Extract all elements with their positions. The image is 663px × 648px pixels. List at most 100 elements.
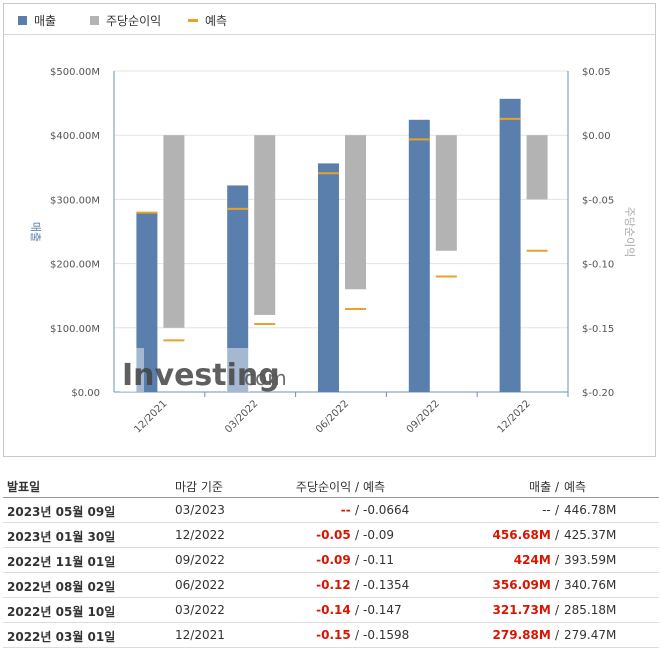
- eps-forecast: -0.11: [363, 553, 395, 567]
- revenue-slash: /: [554, 578, 559, 592]
- revenue-slash: /: [554, 628, 559, 642]
- eps-slash: /: [354, 528, 359, 542]
- x-tick-label: 12/2021: [132, 398, 169, 435]
- revenue-value: 279.88M: [492, 628, 551, 642]
- eps-slash: /: [354, 553, 359, 567]
- watermark-suffix: com: [244, 366, 287, 390]
- revenue-value: 424M: [513, 553, 551, 567]
- eps-value: --: [340, 503, 351, 517]
- legend-swatch-eps: [90, 16, 99, 25]
- eps-bar: [435, 135, 457, 251]
- left-tick-label: $300.00M: [50, 195, 100, 206]
- revenue-slash: /: [554, 503, 559, 517]
- left-tick-label: $200.00M: [50, 260, 100, 271]
- eps-slash: /: [354, 603, 359, 617]
- release-date: 2022년 03월 01일: [7, 630, 116, 644]
- x-tick-label: 03/2022: [223, 398, 260, 435]
- revenue-bar: [136, 212, 158, 392]
- eps-forecast: -0.0664: [363, 503, 410, 517]
- revenue-value-cell: -- /: [542, 503, 559, 517]
- eps-forecast: -0.147: [363, 603, 402, 617]
- legend-swatch-revenue: [18, 16, 27, 25]
- left-tick-label: $0.00: [71, 388, 100, 399]
- x-tick-label: 06/2022: [314, 398, 351, 435]
- right-tick-label: $-0.15: [582, 324, 614, 335]
- revenue-forecast: 340.76M: [564, 578, 617, 592]
- right-tick-label: $0.05: [582, 67, 611, 78]
- legend-label-revenue: 매출: [34, 14, 57, 28]
- header-release-date[interactable]: 발표일: [7, 480, 41, 494]
- chart-legend: 매출 주당순이익 예측: [4, 4, 655, 35]
- revenue-value-cell: 456.68M /: [493, 528, 559, 542]
- watermark-backdrop: [120, 348, 144, 392]
- legend-item-forecast[interactable]: 예측: [188, 12, 227, 29]
- period-end: 09/2022: [175, 553, 225, 567]
- revenue-value-cell: 424M /: [514, 553, 559, 567]
- table-row: 2022년 03월 01일 12/2021 -0.15 / -0.1598 279.88…: [3, 623, 659, 648]
- header-eps[interactable]: 주당순이익 /: [296, 478, 359, 495]
- eps-value-cell: -0.12 /: [316, 578, 359, 592]
- release-date: 2023년 05월 09일: [7, 505, 116, 519]
- earnings-chart-panel: 매출 주당순이익 예측 $0.00 $100.00M $200.00M $300.00…: [3, 3, 656, 457]
- eps-value: -0.14: [316, 603, 351, 617]
- legend-label-forecast: 예측: [205, 14, 228, 28]
- eps-value-cell: -0.15 /: [316, 628, 359, 642]
- eps-value: -0.15: [316, 628, 351, 642]
- release-date: 2022년 08월 02일: [7, 580, 116, 594]
- eps-forecast: -0.1598: [363, 628, 410, 642]
- eps-slash: /: [354, 628, 359, 642]
- header-revenue-forecast[interactable]: 예측: [564, 480, 587, 494]
- eps-slash: /: [354, 503, 359, 517]
- chart-plot: $0.00 $100.00M $200.00M $300.00M $400.00M $50…: [29, 67, 636, 435]
- release-date: 2022년 05월 10일: [7, 605, 116, 619]
- eps-forecast: -0.1354: [363, 578, 410, 592]
- header-revenue[interactable]: 매출 /: [529, 478, 559, 495]
- legend-item-revenue[interactable]: 매출: [18, 12, 56, 29]
- table-row: 2022년 08월 02일 06/2022 -0.12 / -0.1354 356.09…: [3, 573, 659, 598]
- revenue-bar: [318, 163, 339, 392]
- revenue-value-cell: 356.09M /: [493, 578, 559, 592]
- eps-value: -0.12: [316, 578, 351, 592]
- header-revenue-label: 매출: [529, 480, 552, 494]
- right-tick-label: $0.00: [582, 131, 611, 142]
- release-date: 2022년 11월 01일: [7, 555, 116, 569]
- release-date: 2023년 01월 30일: [7, 530, 116, 544]
- revenue-value-cell: 321.73M /: [493, 603, 559, 617]
- eps-value-cell: -0.05 /: [316, 528, 359, 542]
- period-end: 03/2022: [175, 603, 225, 617]
- revenue-slash: /: [554, 528, 559, 542]
- eps-slash: /: [354, 578, 359, 592]
- revenue-value: 456.68M: [492, 528, 551, 542]
- legend-item-eps[interactable]: 주당순이익: [90, 12, 161, 29]
- table-row: 2023년 01월 30일 12/2022 -0.05 / -0.09 456.68M …: [3, 523, 659, 548]
- table-row: 2022년 05월 10일 03/2022 -0.14 / -0.147 321.73M…: [3, 598, 659, 623]
- legend-swatch-forecast: [188, 19, 198, 22]
- revenue-forecast: 285.18M: [564, 603, 617, 617]
- watermark-backdrop: [226, 348, 250, 392]
- eps-bar: [345, 135, 366, 290]
- right-tick-label: $-0.05: [582, 195, 614, 206]
- period-end: 12/2022: [175, 528, 225, 542]
- revenue-forecast: 393.59M: [564, 553, 617, 567]
- eps-value-cell: -- /: [341, 503, 359, 517]
- left-tick-label: $100.00M: [50, 324, 100, 335]
- eps-bar: [163, 135, 185, 328]
- header-eps-label: 주당순이익: [295, 480, 352, 494]
- header-revenue-slash: /: [554, 480, 559, 494]
- eps-value: -0.05: [316, 528, 351, 542]
- earnings-table: 발표일 마감 기준 주당순이익 / 예측 매출 / 예측 2023년 05월 0…: [3, 473, 659, 648]
- header-period[interactable]: 마감 기준: [175, 480, 223, 494]
- revenue-forecast: 446.78M: [564, 503, 617, 517]
- left-tick-label: $400.00M: [50, 131, 100, 142]
- eps-value-cell: -0.14 /: [316, 603, 359, 617]
- revenue-value: --: [542, 503, 551, 517]
- header-eps-forecast[interactable]: 예측: [363, 480, 386, 494]
- revenue-forecast: 279.47M: [564, 628, 617, 642]
- period-end: 06/2022: [175, 578, 225, 592]
- x-tick-label: 09/2022: [405, 398, 442, 435]
- table-row: 2022년 11월 01일 09/2022 -0.09 / -0.11 424M / 39…: [3, 548, 659, 573]
- table-header-row: 발표일 마감 기준 주당순이익 / 예측 매출 / 예측: [3, 473, 659, 498]
- revenue-value-cell: 279.88M /: [493, 628, 559, 642]
- left-axis-label: 매출: [29, 222, 42, 242]
